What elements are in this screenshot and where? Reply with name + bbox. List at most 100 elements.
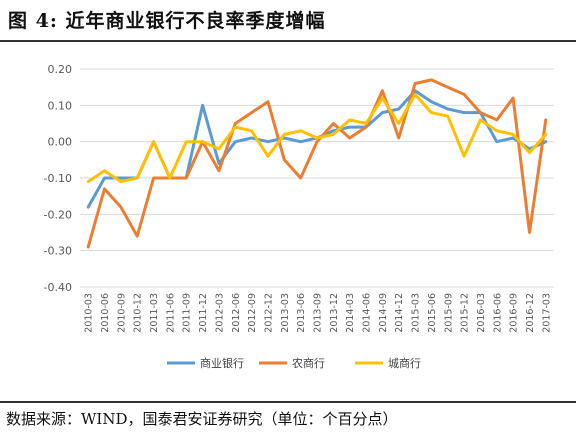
data-point: [283, 133, 286, 136]
data-point: [201, 140, 204, 143]
data-point: [103, 176, 106, 180]
y-tick-label: 0.10: [48, 99, 73, 112]
x-tick-label: 2012-03: [214, 293, 225, 333]
data-point: [201, 104, 204, 107]
x-tick-label: 2010-09: [116, 293, 127, 333]
legend-label: 城商行: [388, 356, 421, 370]
x-tick-label: 2014-09: [378, 293, 389, 333]
x-tick-label: 2011-12: [198, 293, 209, 333]
data-point: [136, 176, 139, 180]
data-point: [397, 107, 400, 111]
data-point: [495, 140, 498, 143]
data-point: [479, 118, 482, 122]
x-tick-label: 2015-12: [460, 293, 471, 333]
data-point: [250, 129, 253, 132]
x-tick-label: 2014-06: [362, 293, 373, 333]
x-tick-label: 2013-06: [296, 293, 307, 333]
data-point: [430, 78, 433, 82]
y-tick-label: -0.30: [44, 245, 72, 258]
x-tick-label: 2016-03: [476, 293, 487, 333]
data-point: [217, 162, 221, 165]
data-point: [136, 234, 139, 238]
data-point: [544, 118, 548, 122]
x-tick-label: 2011-09: [182, 293, 193, 333]
figure-title: 图 4: 近年商业银行不良率季度增幅: [8, 10, 326, 32]
data-point: [446, 85, 449, 89]
y-tick-label: 0.20: [48, 63, 73, 76]
x-tick-label: 2014-12: [394, 293, 405, 333]
data-point: [119, 180, 123, 183]
data-point: [397, 122, 400, 125]
data-point: [299, 176, 302, 180]
data-point: [283, 158, 286, 162]
x-tick-label: 2015-09: [443, 293, 454, 333]
data-point: [119, 205, 123, 209]
x-tick-label: 2013-12: [329, 293, 340, 333]
data-point: [413, 93, 417, 96]
data-point: [544, 133, 548, 136]
x-tick-label: 2015-06: [427, 293, 438, 333]
data-point: [397, 136, 400, 140]
data-point: [413, 82, 417, 85]
data-point: [495, 129, 498, 132]
data-point: [511, 136, 515, 140]
data-point: [234, 125, 237, 129]
data-point: [446, 115, 449, 118]
source-rule: [0, 401, 576, 403]
x-tick-label: 2010-03: [84, 293, 95, 333]
line-chart: 0.20 0.10 0.00 -0.10 -0.20 -0.30 -0.40 2010-03…: [44, 63, 554, 370]
data-point: [348, 118, 351, 122]
data-point: [185, 176, 188, 180]
data-point: [86, 180, 90, 183]
data-point: [430, 111, 433, 114]
y-tick-label: 0.00: [48, 136, 73, 149]
x-tick-label: 2016-09: [509, 293, 520, 333]
data-point: [250, 111, 253, 114]
data-point: [528, 231, 531, 234]
x-tick-label: 2016-12: [525, 293, 536, 333]
data-point: [185, 140, 188, 143]
data-point: [315, 140, 319, 143]
x-tick-label: 2011-06: [165, 293, 176, 333]
data-point: [332, 122, 335, 125]
data-point: [348, 125, 351, 129]
data-point: [462, 111, 466, 114]
data-point: [446, 107, 449, 111]
data-point: [266, 140, 270, 143]
data-point: [511, 133, 515, 136]
data-point: [217, 147, 221, 151]
data-point: [479, 111, 482, 114]
y-tick-label: -0.10: [44, 172, 72, 185]
data-point: [381, 96, 384, 100]
data-point: [348, 136, 351, 140]
data-point: [299, 129, 302, 132]
data-point: [462, 155, 466, 158]
x-tick-label: 2011-03: [149, 293, 160, 333]
x-tick-label: 2016-06: [492, 293, 503, 333]
legend-label: 商业银行: [200, 356, 244, 370]
data-point: [152, 176, 155, 180]
data-point: [234, 122, 237, 125]
data-point: [364, 125, 368, 129]
data-point: [86, 245, 90, 249]
x-tick-label: 2013-09: [313, 293, 324, 333]
data-point: [103, 169, 106, 172]
y-tick-label: -0.20: [44, 208, 72, 221]
x-tick-label: 2010-06: [100, 293, 111, 333]
data-point: [152, 140, 155, 143]
data-point: [528, 147, 531, 151]
series-lines: [86, 78, 548, 249]
x-tick-label: 2012-09: [247, 293, 258, 333]
data-point: [315, 136, 319, 140]
data-point: [381, 89, 384, 92]
x-tick-label: 2012-06: [231, 293, 242, 333]
data-point: [86, 205, 90, 209]
legend: 商业银行 农商行 城商行: [167, 356, 421, 370]
data-point: [332, 133, 335, 136]
x-tick-label: 2013-03: [280, 293, 291, 333]
data-point: [495, 118, 498, 122]
data-point: [234, 140, 237, 143]
data-point: [430, 100, 433, 103]
legend-label: 农商行: [292, 356, 325, 370]
data-point: [217, 169, 221, 172]
